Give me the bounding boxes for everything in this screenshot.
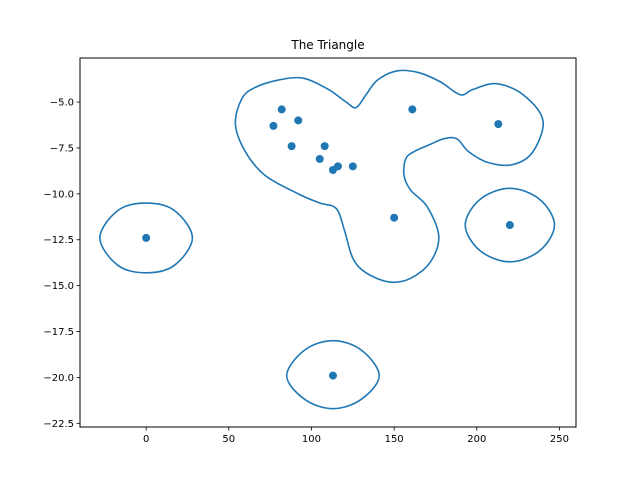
y-tick-label: −15.0 — [43, 281, 74, 292]
data-point-12 — [408, 105, 417, 114]
data-point-6 — [315, 154, 324, 163]
x-tick-label: 0 — [143, 434, 149, 445]
data-point-13 — [494, 120, 503, 129]
y-tick-label: −17.5 — [43, 327, 74, 338]
y-tick-label: −10.0 — [43, 189, 74, 200]
x-tick-label: 100 — [302, 434, 321, 445]
data-point-1 — [142, 233, 151, 242]
y-tick-label: −7.5 — [50, 143, 74, 154]
data-point-2 — [269, 121, 278, 130]
contour-line-1 — [234, 69, 544, 284]
contour-line-2 — [99, 202, 194, 274]
data-point-9 — [333, 162, 342, 171]
plot-area: 0 50 100 150 200 250 −5.0 −7.5 −10.0 −12.5 −15.0 −1… — [43, 69, 569, 445]
data-point-14 — [505, 221, 514, 230]
data-point-7 — [320, 142, 329, 151]
axes-frame — [79, 57, 577, 428]
data-point-11 — [390, 213, 399, 222]
data-point-5 — [294, 116, 303, 125]
x-tick-label: 200 — [467, 434, 486, 445]
data-point-3 — [277, 105, 286, 114]
y-tick-label: −5.0 — [50, 98, 74, 109]
data-point-4 — [287, 142, 296, 151]
x-tick-label: 50 — [222, 434, 235, 445]
x-tick-label: 150 — [385, 434, 404, 445]
contour-line-4 — [285, 339, 381, 410]
chart-title: The Triangle — [290, 38, 364, 52]
data-point-15 — [328, 371, 337, 380]
y-tick-label: −22.5 — [43, 419, 74, 430]
x-tick-label: 250 — [550, 434, 569, 445]
y-tick-label: −20.0 — [43, 373, 74, 384]
contour-line-3 — [464, 187, 556, 263]
data-point-10 — [348, 162, 357, 171]
y-tick-label: −12.5 — [43, 235, 74, 246]
